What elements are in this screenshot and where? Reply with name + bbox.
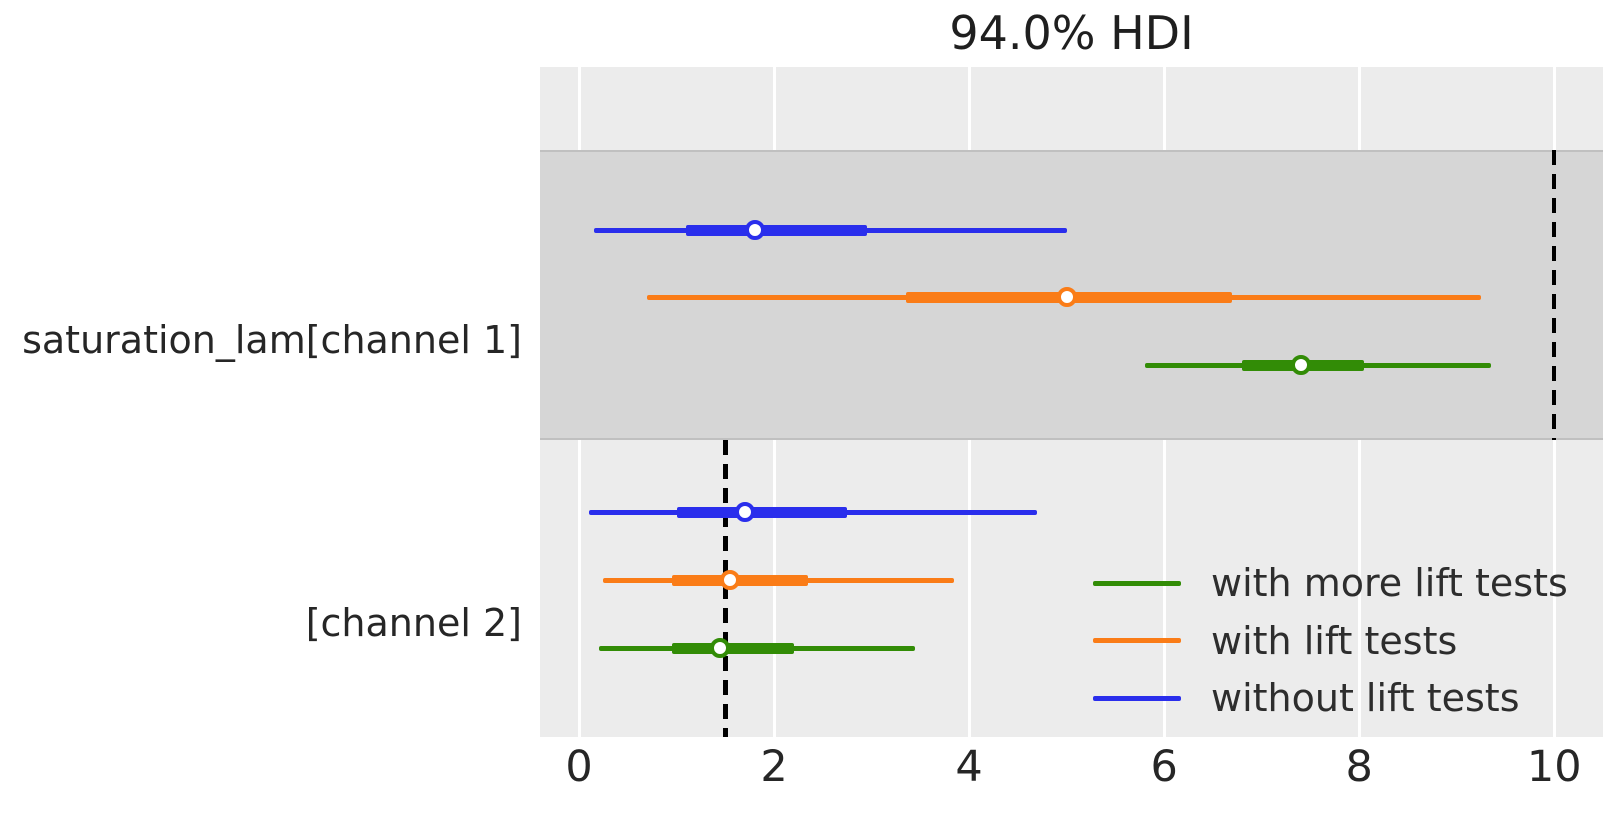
- legend-label: with lift tests: [1211, 618, 1458, 663]
- legend-line-swatch: [1093, 580, 1181, 586]
- x-tick-label: 2: [760, 742, 788, 792]
- median-marker: [720, 570, 741, 590]
- legend-label: without lift tests: [1211, 676, 1520, 720]
- plot-area: [540, 67, 1603, 737]
- reference-dashed-line: [1551, 150, 1557, 440]
- x-tick-label: 0: [565, 742, 593, 792]
- chart-title: 94.0% HDI: [949, 6, 1194, 60]
- x-tick-label: 6: [1150, 742, 1178, 792]
- x-tick-label: 10: [1526, 742, 1582, 792]
- x-tick-label: 8: [1345, 742, 1373, 792]
- hdi-quartile-line: [671, 642, 794, 654]
- median-marker: [1056, 287, 1077, 307]
- median-marker: [734, 502, 755, 522]
- legend-label: with more lift tests: [1211, 561, 1568, 605]
- hdi-quartile-line: [686, 224, 867, 236]
- x-tick-label: 4: [955, 742, 983, 792]
- row-label: [channel 2]: [305, 601, 522, 645]
- legend-line-swatch: [1093, 638, 1181, 643]
- hdi-quartile-line: [676, 506, 848, 518]
- row-label: saturation_lam[channel 1]: [22, 318, 522, 362]
- median-marker: [1290, 355, 1311, 375]
- median-marker: [710, 638, 731, 658]
- legend-line-swatch: [1093, 695, 1181, 701]
- median-marker: [744, 220, 765, 240]
